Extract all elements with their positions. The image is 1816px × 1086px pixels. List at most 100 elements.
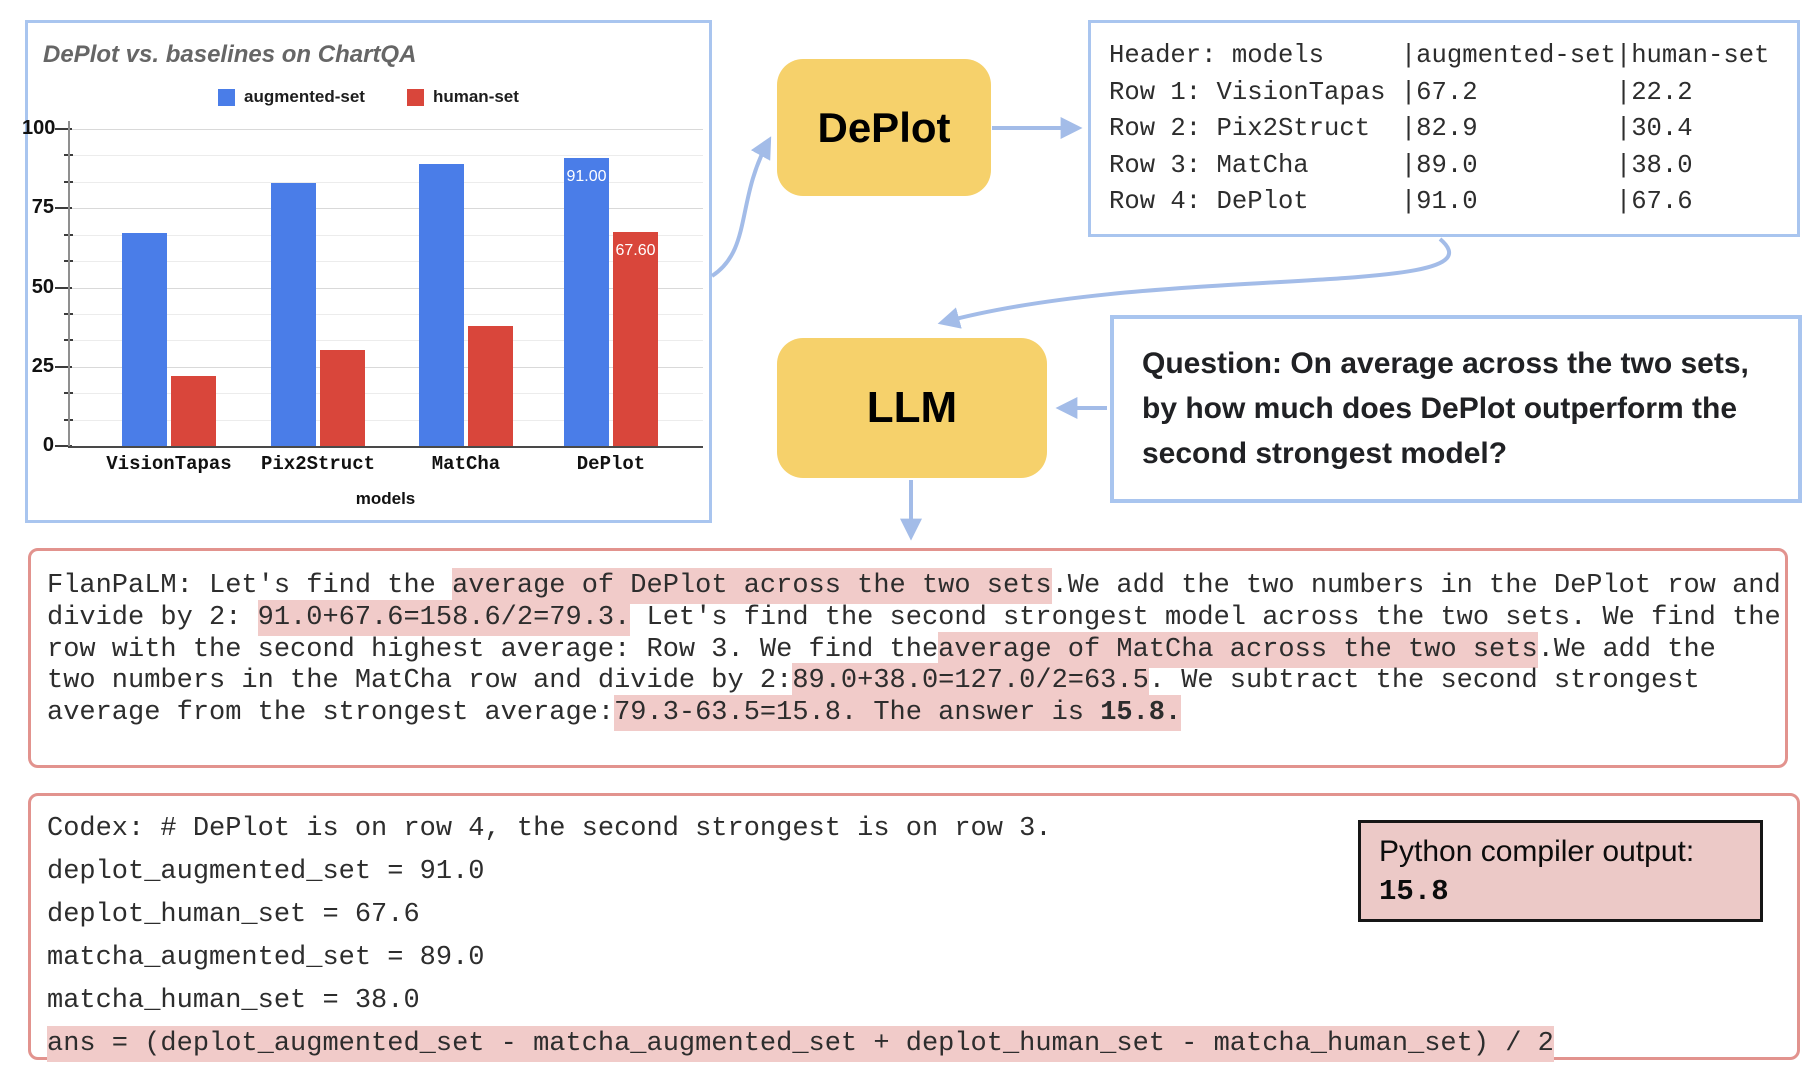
chart-plot-area: 0 25 50 75 100 VisionTapas Pix2Struct MatCha 91.… [22,23,709,520]
flanpalm-line: row with the second highest average: Row… [47,631,1769,668]
highlighted-text: ans = (deplot_augmented_set - matcha_aug… [47,1026,1554,1062]
gridline [68,155,703,157]
table-line: Row 3: MatCha |89.0 |38.0 [1109,150,1693,180]
linearized-table-box: Header: models |augmented-set|human-set R… [1088,20,1800,237]
text: matcha_human_set = 38.0 [47,986,420,1016]
bar-augmented-set-DePlot [564,157,609,446]
arrow-chart-to-deplot [710,136,772,278]
flanpalm-output-box: FlanPaLM: Let's find the average of DePl… [28,548,1788,768]
table-line: Row 2: Pix2Struct |82.9 |30.4 [1109,114,1693,143]
bar-augmented-set-MatCha [419,163,464,446]
y-axis-line [68,121,70,446]
chart-title: DePlot vs. baselines on ChartQA [43,41,417,68]
chart-x-axis-title: models [355,489,416,508]
text: deplot_human_set = 67.6 [47,900,420,930]
text: .We add the two numbers in the DePlot ro… [1051,571,1781,601]
y-axis-tick-label: 50 [31,275,54,298]
gridline [68,261,703,263]
table-line: Row 1: VisionTapas |67.2 |22.2 [1109,77,1693,107]
chart-panel: DePlot vs. baselines on ChartQA augmente… [22,20,712,523]
text: divide by 2: [47,602,258,633]
text: FlanPaLM: Let's find the [47,571,453,601]
deplot-node-label: DePlot [817,103,951,151]
codex-line: deplot_augmented_set = 91.0 [47,851,1781,894]
question-text-line: by how much does DePlot outperform the [1142,392,1738,425]
gridline [68,366,703,368]
text: matcha_augmented_set = 89.0 [47,943,485,973]
highlighted-text: average of MatCha across the two sets [938,631,1538,668]
chart-legend: augmented-set human-set [28,87,709,107]
y-axis-tick-label: 100 [22,117,56,139]
x-axis-category-label: Pix2Struct [260,453,376,475]
text: deplot_augmented_set = 91.0 [47,857,485,887]
gridline [68,313,703,315]
gridline [68,234,703,236]
table-line: Row 4: DePlot |91.0 |67.6 [1109,187,1693,216]
text: average from the strongest average: [47,698,615,729]
legend-item: human-set [406,87,519,107]
flanpalm-line: divide by 2: 91.0+67.6=158.6/2=79.3. Let… [47,599,1781,636]
gridline [68,287,703,289]
legend-swatch-human-set [406,88,424,106]
llm-node: LLM [777,338,1047,478]
highlighted-text: 91.0+67.6=158.6/2=79.3. [257,599,631,636]
y-axis-tick-label: 25 [31,354,54,377]
question-text-line: second strongest model? [1142,437,1508,470]
python-output-value: 15.8 [1379,875,1449,908]
deplot-node: DePlot [777,59,991,196]
codex-line: deplot_human_set = 67.6 [47,894,1781,937]
y-axis-tick-label: 75 [31,196,54,219]
gridline [68,181,703,183]
flanpalm-line: two numbers in the MatCha row and divide… [47,663,1769,700]
highlighted-text: 89.0+38.0=127.0/2=63.5 [792,663,1149,700]
x-axis-line [68,446,703,448]
table-line: Header: models |augmented-set|human-set [1109,41,1770,70]
legend-swatch-augmented-set [218,88,236,106]
text: two numbers in the MatCha row and divide… [47,666,793,697]
text: . We subtract the second strongest [1148,666,1700,697]
bar-human-set-DePlot [613,231,658,446]
bar-value-label: 91.00 [566,167,607,185]
codex-line: matcha_human_set = 38.0 [47,980,1781,1023]
question-box: Question: On average across the two sets… [1110,315,1802,503]
highlighted-text: 15.8. [1100,695,1182,732]
bar-augmented-set-Pix2Struct [271,183,316,446]
gridline [68,393,703,395]
question-text-line: Question: On average across the two sets… [1142,347,1749,380]
gridline [68,208,703,210]
text: .We add the [1537,634,1716,665]
codex-line: ans = (deplot_augmented_set - matcha_aug… [47,1023,1781,1066]
y-axis-tick-label: 0 [42,434,54,456]
codex-line: matcha_augmented_set = 89.0 [47,937,1781,980]
python-compiler-output-box: Python compiler output: 15.8 [1358,820,1763,922]
x-axis-category-label: MatCha [431,453,501,475]
python-output-label: Python compiler output: [1379,835,1695,868]
gridline [68,419,703,421]
gridline [68,129,703,130]
y-axis-tick [55,286,72,289]
flanpalm-line: average from the strongest average:79.3-… [47,695,1769,732]
highlighted-text: average of DePlot across the two sets [452,568,1052,604]
legend-item: augmented-set [218,87,365,107]
llm-node-label: LLM [866,383,958,432]
gridline [68,340,703,342]
y-axis-tick [55,365,72,368]
bar-augmented-set-VisionTapas [122,232,167,446]
y-axis-tick [55,207,72,210]
arrow-table-to-llm [937,237,1451,329]
text: Let's find the second strongest model ac… [630,602,1781,633]
x-axis-category-label: VisionTapas [106,453,232,475]
y-axis-tick [55,128,72,130]
bar-human-set-Pix2Struct [320,349,365,446]
text: Codex: # DePlot is on row 4, the second … [47,814,1052,844]
legend-label: human-set [432,87,519,106]
legend-label: augmented-set [244,87,365,106]
codex-line: Codex: # DePlot is on row 4, the second … [47,808,1781,851]
highlighted-text: 79.3-63.5=15.8. The answer is [614,695,1101,732]
y-axis-tick [55,445,72,447]
flanpalm-line: FlanPaLM: Let's find the average of DePl… [47,568,1781,604]
bar-human-set-VisionTapas [171,375,216,446]
text: row with the second highest average: Row… [47,634,939,665]
bar-value-label: 67.60 [615,241,656,259]
